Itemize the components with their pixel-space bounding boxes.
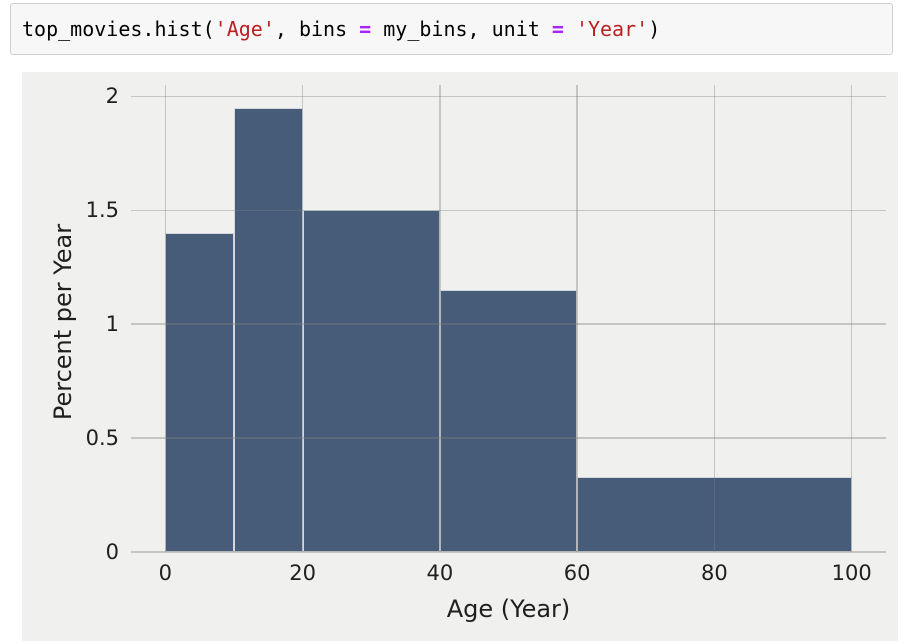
gridline-vertical (713, 85, 716, 552)
y-tick-label: 2 (105, 84, 119, 109)
gridline-horizontal (131, 437, 886, 439)
code-token-plain (564, 17, 576, 41)
y-tick-label: 1 (105, 312, 119, 337)
code-token-plain: top_movies.hist( (22, 17, 215, 41)
histogram-figure: 0 20 40 60 80 100 0 0.5 1 1.5 2 Age (Year) Percent… (22, 72, 898, 641)
gridline-vertical (850, 85, 853, 552)
x-tick-label: 100 (831, 561, 872, 585)
code-token-string: 'Year' (575, 17, 649, 41)
code-token-plain: , bins (274, 17, 360, 41)
gridline-horizontal (131, 323, 886, 325)
histogram-bar (439, 290, 578, 552)
code-token-plain: my_bins, unit (371, 17, 552, 41)
code-token-operator: = (359, 17, 372, 41)
code-cell[interactable]: top_movies.hist('Age', bins = my_bins, u… (10, 3, 893, 55)
x-tick-label: 40 (426, 561, 454, 585)
gridline-vertical (164, 85, 167, 552)
gridline-vertical (439, 85, 441, 552)
code-token-string: 'Age' (214, 17, 275, 41)
gridline-horizontal (131, 551, 886, 553)
x-axis-label: Age (Year) (446, 595, 571, 623)
y-tick-label: 0 (105, 540, 119, 564)
plot-area: 0 20 40 60 80 100 0 0.5 1 1.5 2 (86, 84, 886, 585)
gridline-vertical (301, 85, 304, 552)
gridline-horizontal (131, 95, 886, 98)
x-tick-label: 20 (289, 561, 316, 585)
gridline-horizontal (131, 209, 886, 212)
code-token-operator: = (551, 17, 564, 41)
histogram-bar (233, 107, 303, 552)
histogram-bar (165, 233, 234, 552)
x-tick-label: 60 (563, 561, 591, 585)
gridline-vertical (576, 85, 578, 552)
histogram-bar (577, 476, 852, 552)
y-tick-label: 0.5 (85, 426, 119, 451)
x-tick-label: 0 (158, 561, 172, 585)
code-token-plain: ) (648, 17, 661, 41)
y-axis-label: Percent per Year (49, 223, 77, 421)
x-tick-label: 80 (701, 561, 728, 585)
code-line: top_movies.hist('Age', bins = my_bins, u… (22, 16, 660, 42)
histogram-bar (302, 210, 440, 552)
y-tick-label: 1.5 (85, 198, 119, 223)
